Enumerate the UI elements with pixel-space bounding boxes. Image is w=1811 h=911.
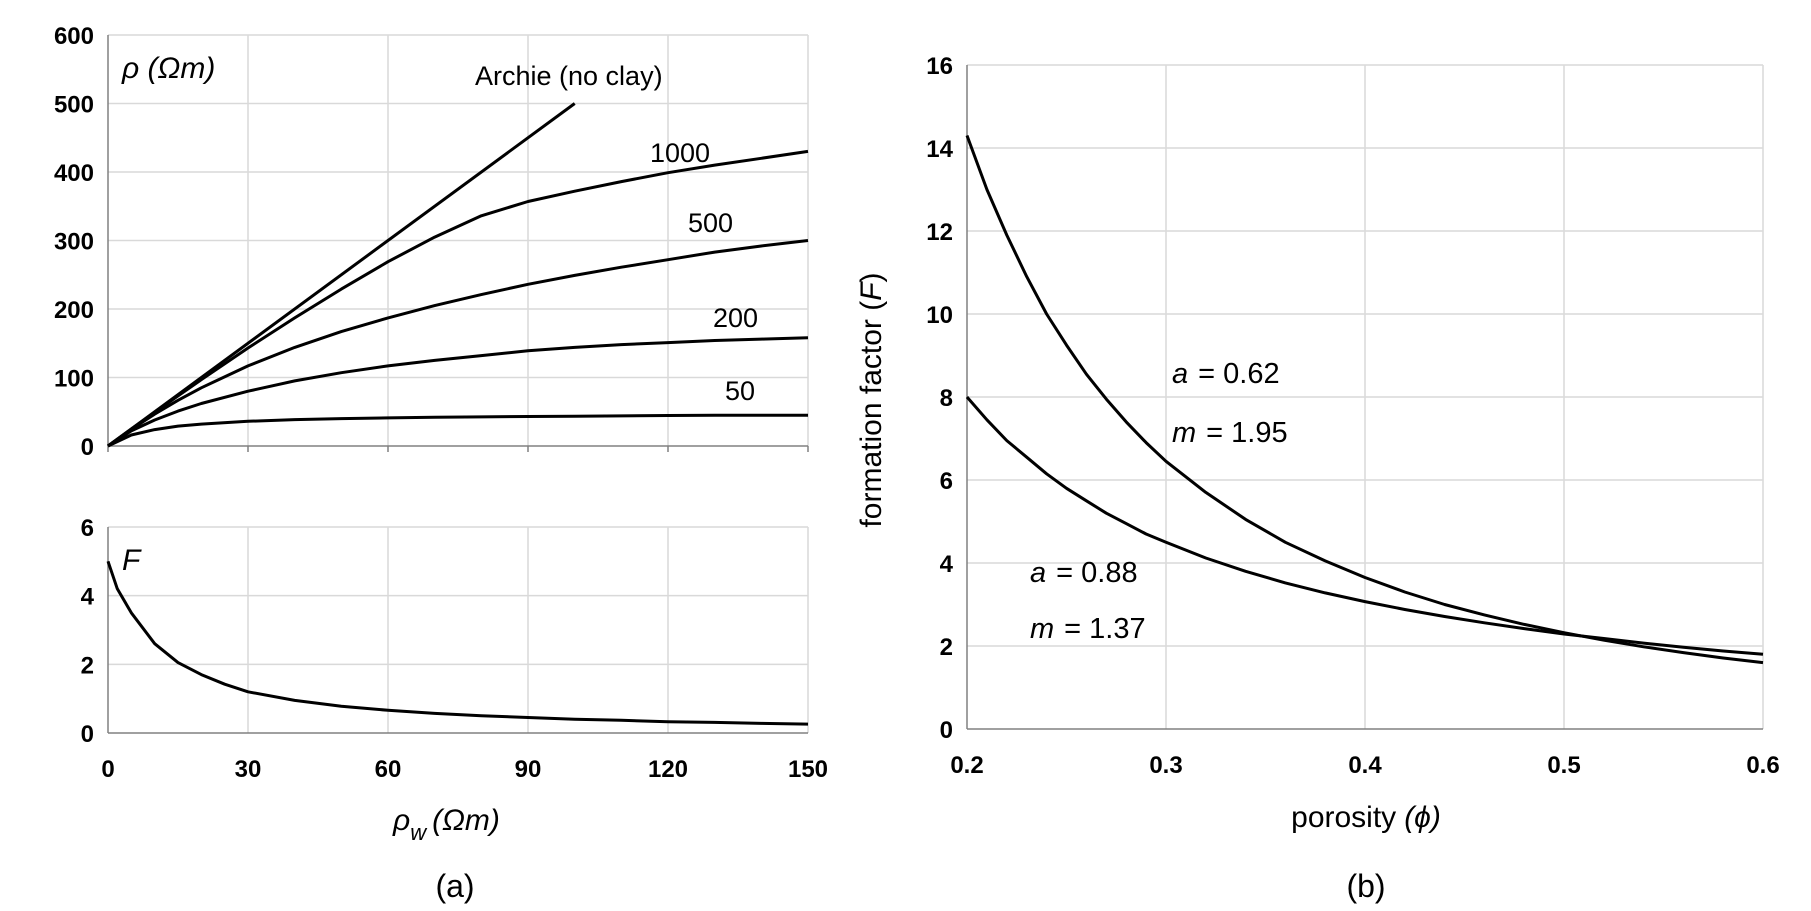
x-tick-label: 90 xyxy=(515,756,542,783)
panel-label-b: (b) xyxy=(1346,868,1385,904)
ylabel-symbol: F xyxy=(855,281,888,301)
x-tick-label: 60 xyxy=(375,756,402,783)
chart-a-curves xyxy=(107,102,809,448)
series-label-500: 500 xyxy=(688,208,733,238)
chart-a-resistivity: 0 100 200 300 400 500 600 ρ (Ωm) Archie (no cl… xyxy=(54,23,809,461)
series-line-4 xyxy=(107,413,808,448)
series-label-200: 200 xyxy=(713,303,758,333)
y-tick-label: 12 xyxy=(926,219,953,246)
chart-a-ylabel: ρ (Ωm) xyxy=(121,52,215,85)
chart-c-grid xyxy=(966,64,1764,730)
xlabel-phi: (ϕ) xyxy=(1404,801,1441,834)
y-tick-label: 6 xyxy=(940,468,953,495)
x-tick-label: 150 xyxy=(788,756,828,783)
chart-c-ticks: 0 2 4 6 8 10 12 14 16 0.2 0.3 0.4 0.5 0.6 xyxy=(926,53,1779,779)
x-tick-label: 0.3 xyxy=(1149,752,1182,779)
x-tick-label: 30 xyxy=(235,756,262,783)
y-tick-label: 100 xyxy=(54,366,94,393)
annotation-curve2-m: m = 1.37 xyxy=(1030,613,1146,645)
panel-label-a: (a) xyxy=(435,868,474,904)
x-tick-label: 120 xyxy=(648,756,688,783)
x-tick-label: 0 xyxy=(101,756,114,783)
annotation-curve1-m: m = 1.95 xyxy=(1172,417,1288,449)
series-line-1 xyxy=(107,149,809,448)
y-tick-label: 2 xyxy=(81,652,94,679)
x-tick-label: 0.4 xyxy=(1348,752,1382,779)
chart-a-ticks: 0 100 200 300 400 500 600 xyxy=(54,23,94,461)
chart-a-grid xyxy=(107,34,809,452)
y-tick-label: 4 xyxy=(940,551,954,578)
y-tick-label: 0 xyxy=(81,721,94,748)
series-label-1000: 1000 xyxy=(650,138,710,168)
chart-b-ylabel: F xyxy=(122,544,142,577)
xlabel-unit: (Ωm) xyxy=(432,804,500,837)
series-line-0 xyxy=(106,560,809,726)
chart-c-ylabel: formation factor (F) xyxy=(855,272,888,527)
y-tick-label: 600 xyxy=(54,23,94,50)
series-line-1 xyxy=(965,396,1764,656)
y-tick-label: 400 xyxy=(54,160,94,187)
y-tick-label: 8 xyxy=(940,385,953,412)
y-tick-label: 0 xyxy=(940,717,953,744)
x-tick-label: 0.6 xyxy=(1746,752,1779,779)
annotation-curve1-a: a = 0.62 xyxy=(1172,358,1280,390)
series-line-3 xyxy=(107,336,809,448)
y-tick-label: 2 xyxy=(940,634,953,661)
ylabel-end: ) xyxy=(855,272,888,282)
y-tick-label: 4 xyxy=(81,584,95,611)
series-line-2 xyxy=(107,239,809,448)
y-tick-label: 0 xyxy=(81,434,94,461)
xlabel-sub: w xyxy=(410,820,428,845)
series-label-archie: Archie (no clay) xyxy=(475,61,663,91)
chart-c-curves xyxy=(965,134,1764,665)
chart-b-curves xyxy=(106,560,809,726)
y-tick-label: 16 xyxy=(926,53,953,80)
chart-c-xlabel: porosity (ϕ) xyxy=(1291,801,1441,834)
x-tick-label: 0.2 xyxy=(950,752,983,779)
xlabel-porosity: porosity xyxy=(1291,801,1396,834)
y-tick-label: 14 xyxy=(926,136,953,163)
y-tick-label: 6 xyxy=(81,515,94,542)
chart-c-formation-vs-porosity: 0 2 4 6 8 10 12 14 16 0.2 0.3 0.4 0.5 0.6 formation f… xyxy=(855,53,1780,834)
y-tick-label: 300 xyxy=(54,229,94,256)
x-tick-label: 0.5 xyxy=(1547,752,1580,779)
chart-b-grid xyxy=(107,526,809,734)
chart-left-xlabel: ρw (Ωm) xyxy=(392,804,500,845)
series-label-50: 50 xyxy=(725,376,755,406)
ylabel-text: formation factor ( xyxy=(855,301,888,528)
annotation-curve2-a: a = 0.88 xyxy=(1030,557,1138,589)
y-tick-label: 200 xyxy=(54,297,94,324)
y-tick-label: 500 xyxy=(54,92,94,119)
y-tick-label: 10 xyxy=(926,302,953,329)
xlabel-rho: ρ xyxy=(392,804,410,837)
